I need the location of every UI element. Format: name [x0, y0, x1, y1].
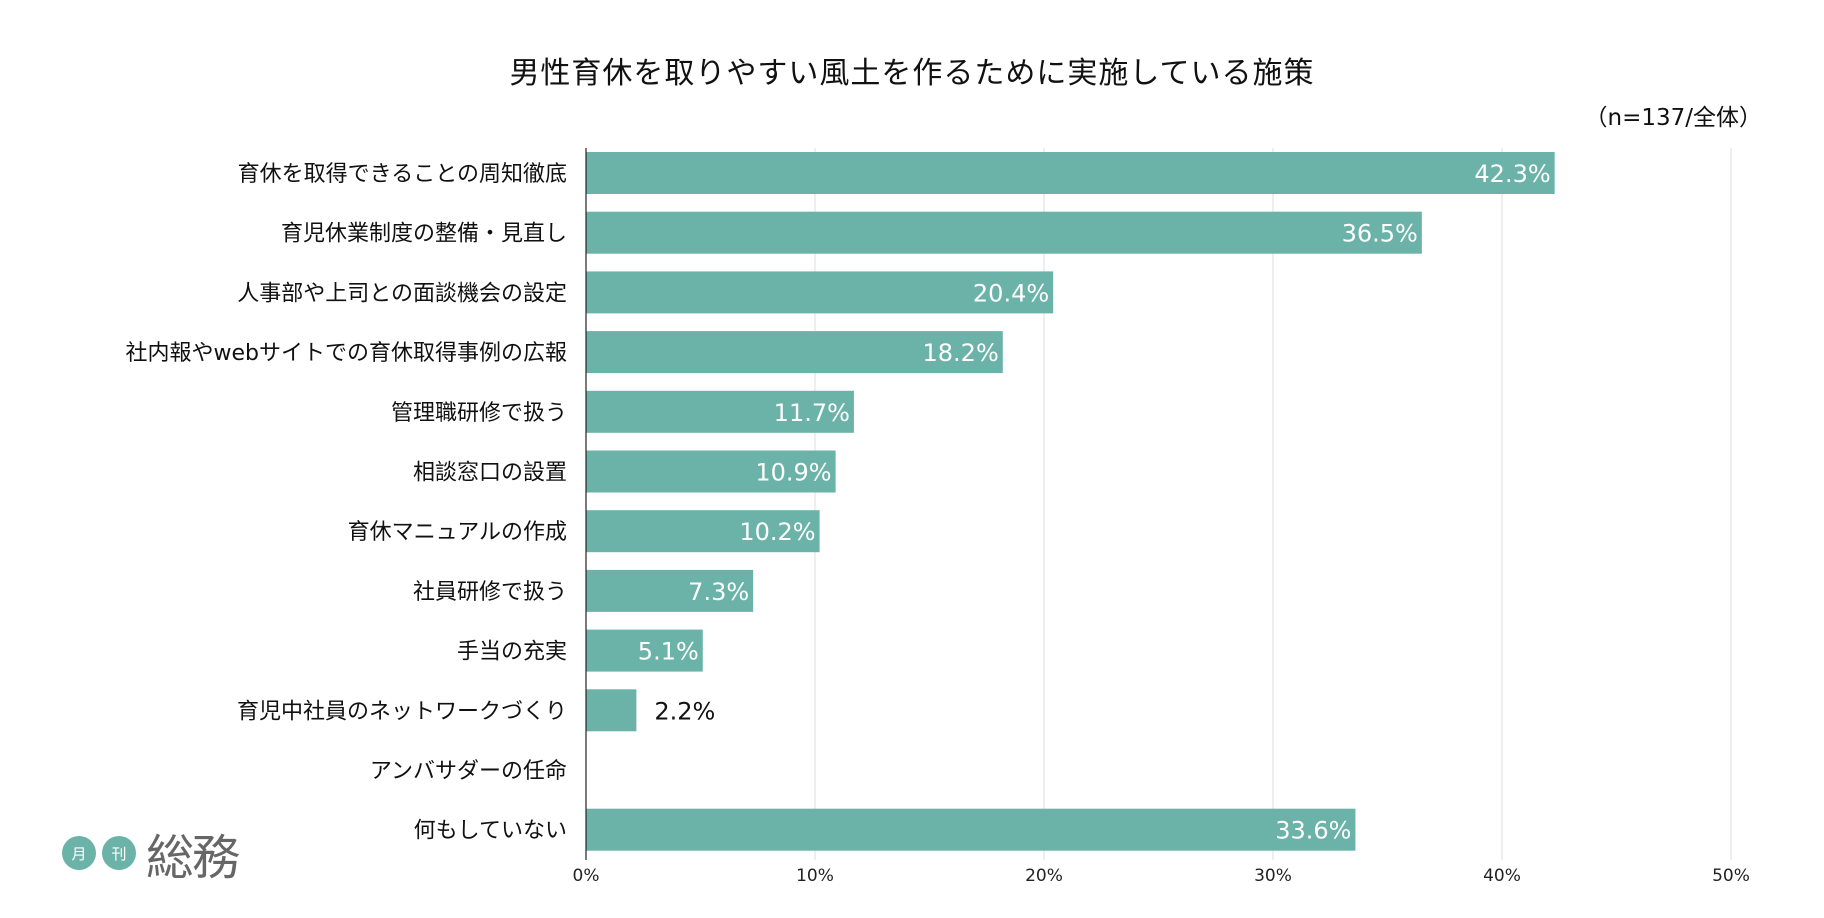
x-tick-label: 40%: [1483, 866, 1521, 886]
category-label: 人事部や上司との面談機会の設定: [237, 281, 567, 306]
category-label: アンバサダーの任命: [370, 759, 567, 784]
category-label: 育休マニュアルの作成: [348, 520, 567, 545]
bar: [586, 390, 854, 433]
category-label: 育休を取得できることの周知徹底: [238, 162, 567, 187]
logo-circle-1: 月: [62, 836, 96, 870]
data-label: 36.5%: [1342, 220, 1418, 248]
data-label: 18.2%: [923, 339, 999, 367]
bar: [586, 271, 1054, 314]
logo-word: 総務: [146, 830, 240, 886]
data-label: 42.3%: [1474, 160, 1550, 188]
bar: [586, 211, 1422, 254]
x-tick-label: 0%: [573, 866, 600, 886]
category-label: 相談窓口の設置: [413, 461, 567, 486]
category-label: 育児中社員のネットワークづくり: [237, 699, 567, 724]
data-label: 7.3%: [688, 578, 749, 606]
bar: [586, 152, 1555, 194]
bar: [586, 450, 836, 493]
bar: [586, 629, 703, 672]
category-label: 育児休業制度の整備・見直し: [281, 222, 567, 247]
data-label: 10.9%: [755, 459, 831, 487]
data-label: 33.6%: [1275, 817, 1351, 845]
sample-size-note: （n=137/全体）: [1584, 105, 1763, 131]
bar: [586, 689, 637, 732]
data-label: 2.2%: [654, 697, 715, 725]
bar: [586, 331, 1003, 374]
bar: [586, 510, 820, 553]
data-label: 10.2%: [739, 518, 815, 546]
chart-title: 男性育休を取りやすい風土を作るために実施している施策: [509, 56, 1315, 91]
bar: [586, 808, 1356, 851]
bar: [586, 569, 754, 612]
category-label: 社員研修で扱う: [413, 580, 567, 605]
data-label: 5.1%: [638, 638, 699, 666]
category-label: 管理職研修で扱う: [391, 401, 567, 426]
x-tick-label: 10%: [796, 866, 834, 886]
x-tick-label: 30%: [1254, 866, 1292, 886]
x-tick-label: 20%: [1025, 866, 1063, 886]
category-label: 手当の充実: [457, 640, 567, 665]
logo: 月 刊 総務: [62, 818, 240, 888]
x-tick-label: 50%: [1712, 866, 1750, 886]
data-label: 11.7%: [774, 399, 850, 427]
logo-circle-2: 刊: [102, 836, 136, 870]
category-label: 社内報やwebサイトでの育休取得事例の広報: [126, 341, 568, 366]
category-label: 何もしていない: [414, 819, 567, 844]
data-label: 20.4%: [973, 279, 1049, 307]
